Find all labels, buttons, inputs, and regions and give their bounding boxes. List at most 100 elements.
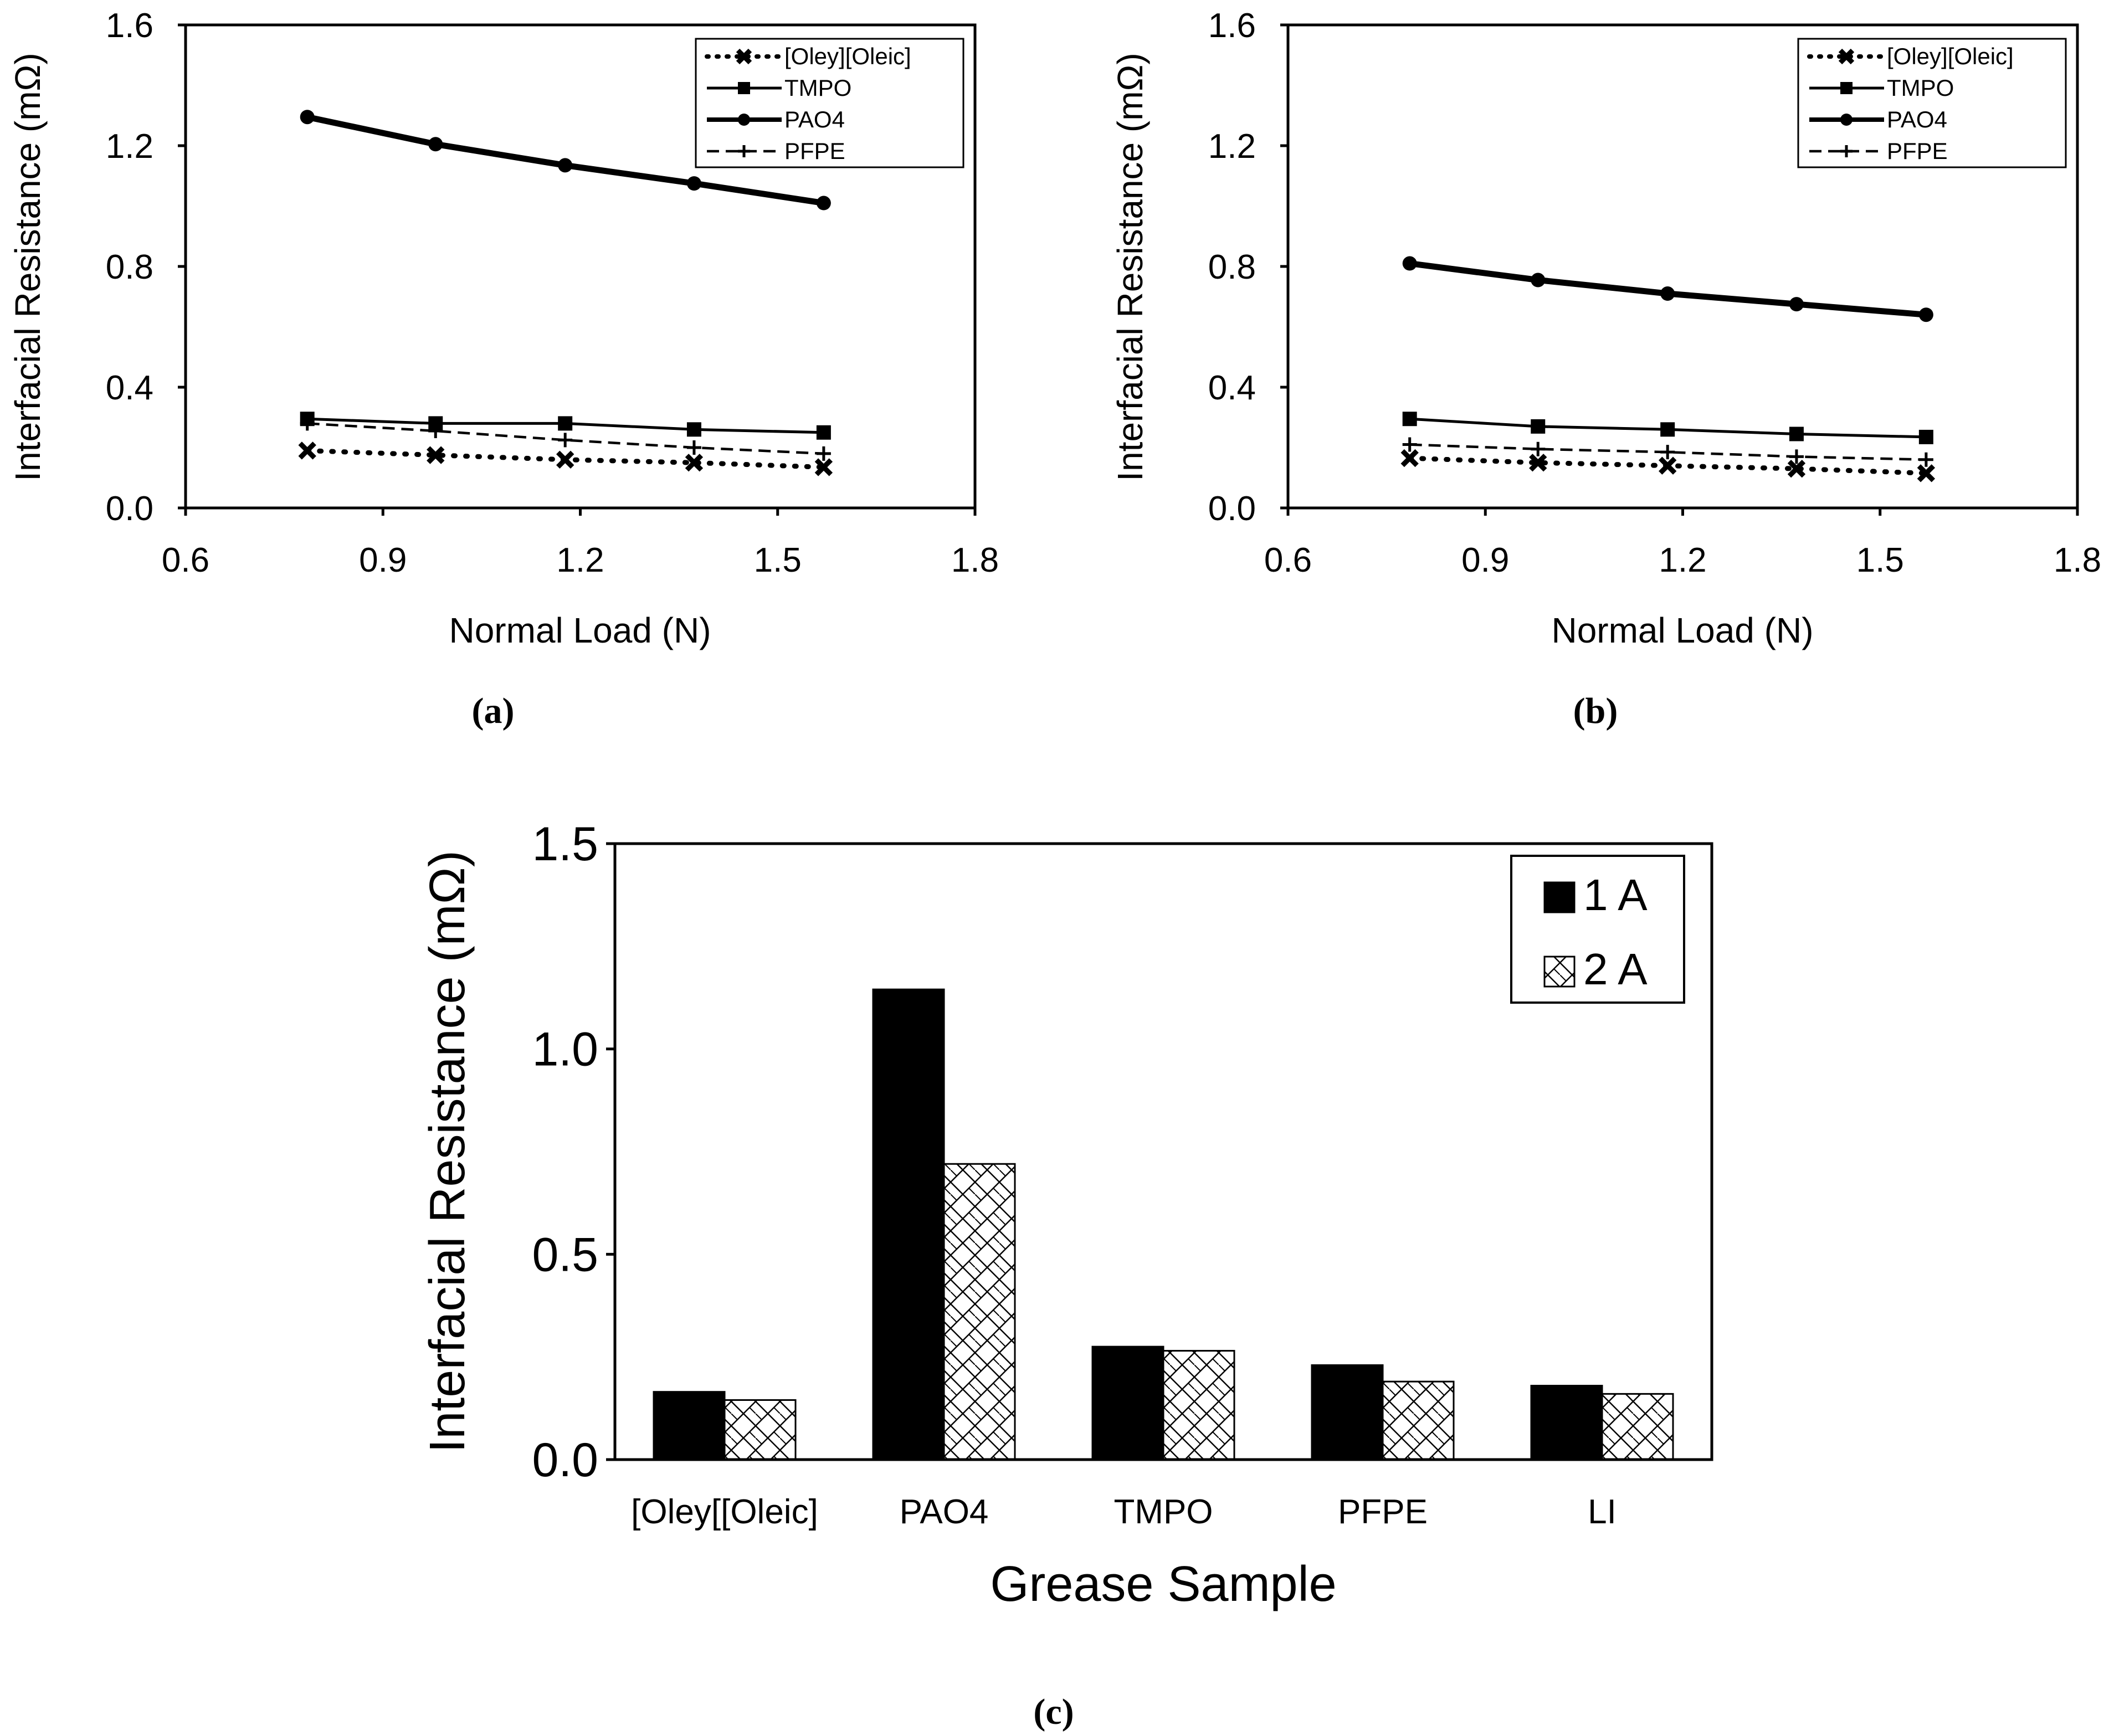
panel-b-x-axis-label: Normal Load (N) xyxy=(1551,610,1813,650)
c-category-label: LI xyxy=(1588,1493,1617,1531)
b-oley-oleic-point xyxy=(1400,449,1419,468)
a-x-tick-label: 1.2 xyxy=(556,541,604,579)
a-legend-marker-pao4 xyxy=(738,114,750,126)
b-y-tick-label: 1.2 xyxy=(1208,127,1256,166)
b-legend-marker-tmpo xyxy=(1840,82,1853,94)
b-pao4-point xyxy=(1789,297,1804,312)
a-tmpo-point xyxy=(816,425,831,440)
a-oley-oleic-point xyxy=(427,446,445,464)
c-legend-swatch-2-a xyxy=(1543,956,1576,988)
bar-tmpo-1-a xyxy=(1091,1345,1164,1461)
panel-c-category-labels: [Oley[[Oleic] PAO4 TMPO PFPE LI xyxy=(631,1493,1617,1531)
panel-a-legend: [Oley][Oleic] TMPO PAO4 PFPE xyxy=(695,38,964,168)
a-y-tick-label: 0.0 xyxy=(106,490,153,528)
panel-c-bars xyxy=(653,988,1674,1461)
panel-b-line-chart: 0.0 0.4 0.8 1.2 1.6 0.6 0.9 1.2 1.5 1.8 Normal L… xyxy=(1110,7,2101,731)
bar-pao4-1-a xyxy=(872,988,945,1461)
a-y-tick-label: 0.4 xyxy=(106,369,153,407)
b-legend-marker-pao4 xyxy=(1840,114,1853,126)
b-oley-oleic-point xyxy=(1917,464,1936,482)
a-oley-oleic-point xyxy=(814,458,833,476)
a-legend-marker-tmpo xyxy=(738,82,750,94)
panel-b-y-ticks: 0.0 0.4 0.8 1.2 1.6 xyxy=(1208,7,1288,528)
a-pfpe-point xyxy=(558,433,573,448)
a-pao4-point xyxy=(300,110,315,125)
c-legend-box xyxy=(1510,855,1685,1004)
c-category-label: [Oley[[Oleic] xyxy=(631,1493,818,1531)
a-legend-marker-oley-oleic xyxy=(736,48,752,65)
b-y-tick-label: 0.4 xyxy=(1208,369,1256,407)
bar-li-1-a xyxy=(1530,1385,1603,1461)
panel-a-x-ticks: 0.6 0.9 1.2 1.5 1.8 xyxy=(162,508,999,579)
b-tmpo-point xyxy=(1402,412,1417,427)
b-tmpo-point xyxy=(1918,429,1933,444)
a-legend-label-pao4: PAO4 xyxy=(784,106,845,132)
panel-c-legend: 1 A2 A xyxy=(1510,855,1685,1004)
panel-c-y-ticks: 0.0 0.5 1.0 1.5 xyxy=(532,818,615,1487)
bar-pao4-2-a xyxy=(943,1163,1016,1461)
c-legend-swatch-1-a xyxy=(1543,881,1576,913)
panel-c-plot-frame xyxy=(613,842,1713,1461)
c-category-label: PFPE xyxy=(1338,1493,1428,1531)
b-legend-marker-pfpe xyxy=(1840,145,1853,157)
panel-c-bar-chart: 0.0 0.5 1.0 1.5 [Oley[[Oleic] PAO4 TMPO PFPE LI… xyxy=(420,818,1713,1732)
c-y-tick-label: 1.5 xyxy=(532,818,598,871)
bar-pfpe-2-a xyxy=(1382,1380,1455,1461)
c-legend-label-1-a: 1 A xyxy=(1583,870,1648,920)
bar-tmpo-2-a xyxy=(1162,1350,1235,1461)
a-legend-label-tmpo: TMPO xyxy=(784,75,851,101)
panel-c-x-axis-label: Grease Sample xyxy=(990,1557,1336,1612)
panel-a-y-axis-label: Interfacial Resistance (mΩ) xyxy=(8,53,48,481)
b-pfpe-point xyxy=(1789,449,1804,464)
a-x-tick-label: 0.9 xyxy=(359,541,407,579)
c-y-tick-label: 1.0 xyxy=(532,1023,598,1076)
a-pao4-point xyxy=(558,158,573,173)
b-y-tick-label: 1.6 xyxy=(1208,7,1256,45)
c-legend-label-2-a: 2 A xyxy=(1583,944,1648,994)
b-pfpe-point xyxy=(1402,437,1417,452)
panel-c-caption: (c) xyxy=(1033,1692,1074,1732)
panel-c-y-axis-label: Interfacial Resistance (mΩ) xyxy=(420,850,475,1453)
a-y-tick-label: 0.8 xyxy=(106,248,153,286)
a-tmpo-point xyxy=(686,422,701,437)
bar-pfpe-1-a xyxy=(1311,1364,1384,1461)
b-oley-oleic-point xyxy=(1529,454,1547,472)
a-x-tick-label: 1.8 xyxy=(951,541,999,579)
a-pfpe-point xyxy=(686,440,701,455)
b-oley-oleic-point xyxy=(1787,459,1806,478)
a-tmpo-point xyxy=(558,416,573,431)
a-oley-oleic-point xyxy=(685,454,704,472)
panel-a-line-chart: 0.0 0.4 0.8 1.2 1.6 0.6 0.9 1.2 1.5 1.8 Normal L… xyxy=(8,7,999,731)
bar-oley-oleic-1-a xyxy=(653,1391,726,1461)
b-pfpe-point xyxy=(1918,452,1933,467)
b-tmpo-point xyxy=(1531,419,1546,434)
b-x-tick-label: 1.5 xyxy=(1856,541,1904,579)
a-pfpe-point xyxy=(300,416,315,431)
b-pfpe-point xyxy=(1660,445,1675,460)
b-pao4-point xyxy=(1660,286,1675,301)
a-x-tick-label: 1.5 xyxy=(754,541,802,579)
panel-a-caption: (a) xyxy=(472,691,515,731)
a-y-tick-label: 1.6 xyxy=(106,7,153,45)
a-oley-oleic-point xyxy=(556,450,574,469)
a-x-tick-label: 0.6 xyxy=(162,541,209,579)
panel-b-marks xyxy=(1400,256,1936,482)
b-pfpe-point xyxy=(1531,441,1546,456)
b-legend-label-pfpe: PFPE xyxy=(1887,138,1948,164)
b-x-tick-label: 1.8 xyxy=(2054,541,2101,579)
a-legend-label-pfpe: PFPE xyxy=(784,138,845,164)
b-legend-label-tmpo: TMPO xyxy=(1887,75,1954,101)
c-y-tick-label: 0.0 xyxy=(532,1434,598,1487)
c-category-label: PAO4 xyxy=(900,1493,989,1531)
a-pao4-point xyxy=(428,137,443,152)
b-pao4-point xyxy=(1531,273,1546,287)
a-y-tick-label: 1.2 xyxy=(106,127,153,166)
a-oley-oleic-point xyxy=(298,441,316,460)
b-legend-label-oley-oleic: [Oley][Oleic] xyxy=(1887,43,2014,69)
b-tmpo-point xyxy=(1660,422,1675,437)
panel-b-y-axis-label: Interfacial Resistance (mΩ) xyxy=(1110,53,1150,481)
panel-a-x-axis-label: Normal Load (N) xyxy=(449,610,711,650)
a-pfpe-point xyxy=(428,424,443,439)
bar-li-2-a xyxy=(1601,1393,1674,1461)
bar-oley-oleic-2-a xyxy=(723,1399,797,1461)
